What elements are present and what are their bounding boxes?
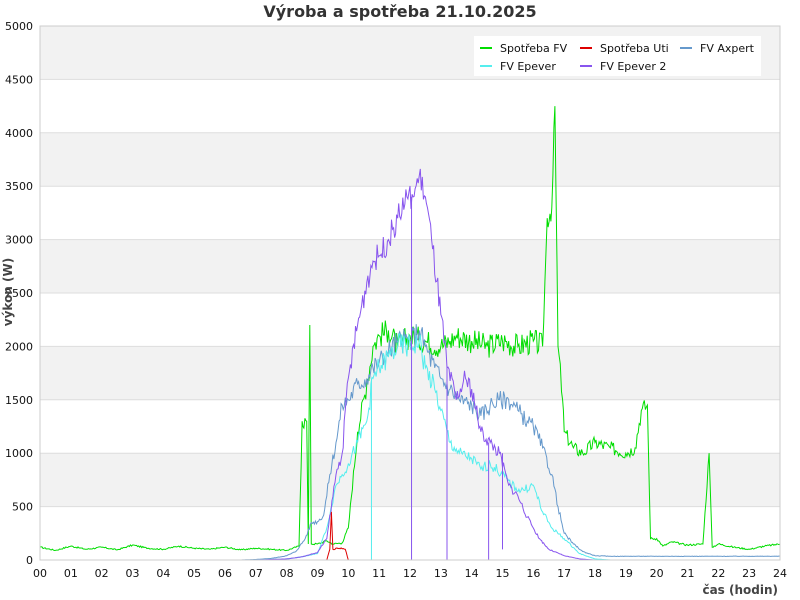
x-tick-label: 15 (496, 567, 510, 580)
x-tick-label: 00 (33, 567, 47, 580)
y-tick-label: 2500 (5, 287, 33, 300)
x-axis-title: čas (hodin) (702, 583, 778, 597)
grid-band (40, 399, 780, 454)
x-tick-labels: 00 01 02 03 04 05 06 07 08 09 10 11 12 13 14 15 16 17 18 19… (33, 567, 787, 580)
y-tick-label: 5000 (5, 20, 33, 33)
chart-title: Výroba a spotřeba 21.10.2025 (263, 2, 536, 21)
x-tick-label: 05 (187, 567, 201, 580)
legend-box (474, 36, 761, 76)
y-tick-label: 3500 (5, 180, 33, 193)
y-tick-label: 4000 (5, 127, 33, 140)
x-tick-label: 16 (526, 567, 540, 580)
x-tick-label: 06 (218, 567, 232, 580)
x-tick-label: 07 (249, 567, 263, 580)
y-tick-label: 2000 (5, 340, 33, 353)
legend-label: FV Epever (500, 60, 556, 73)
x-tick-label: 04 (156, 567, 170, 580)
grid-band (40, 506, 780, 560)
plot-frame (39, 25, 781, 561)
grid-band (40, 132, 780, 187)
y-tick-label: 0 (26, 554, 33, 567)
legend: Spotřeba FV Spotřeba Uti FV Axpert FV Epeve… (474, 36, 761, 76)
x-tick-label: 10 (341, 567, 355, 580)
x-tick-label: 01 (64, 567, 78, 580)
x-tick-label: 11 (372, 567, 386, 580)
y-tick-label: 1500 (5, 394, 33, 407)
grid-band (40, 346, 780, 400)
legend-label: FV Epever 2 (600, 60, 666, 73)
grid-band (40, 453, 780, 507)
series-line-4 (326, 511, 349, 561)
y-axis-title: výkon (W) (1, 258, 15, 326)
x-tick-label: 19 (619, 567, 633, 580)
grid-band (40, 79, 780, 133)
legend-label: Spotřeba FV (500, 42, 568, 55)
y-tick-label: 4500 (5, 73, 33, 86)
y-tick-label: 500 (12, 501, 33, 514)
x-tick-label: 14 (465, 567, 479, 580)
y-tick-label: 3000 (5, 234, 33, 247)
grid-band (40, 293, 780, 347)
legend-label: Spotřeba Uti (600, 42, 669, 55)
y-tick-labels: 0 500 1000 1500 2000 2500 3000 3500 4000 4500 5000 (5, 20, 33, 567)
legend-label: FV Axpert (700, 42, 755, 55)
x-tick-label: 13 (434, 567, 448, 580)
x-tick-label: 24 (773, 567, 787, 580)
x-tick-label: 23 (742, 567, 756, 580)
x-tick-label: 02 (95, 567, 109, 580)
grid-band (40, 239, 780, 293)
x-tick-label: 18 (588, 567, 602, 580)
x-tick-label: 08 (280, 567, 294, 580)
x-tick-label: 12 (403, 567, 417, 580)
x-tick-label: 17 (557, 567, 571, 580)
x-tick-label: 21 (681, 567, 695, 580)
y-tick-label: 1000 (5, 447, 33, 460)
x-tick-label: 20 (650, 567, 664, 580)
x-tick-label: 03 (126, 567, 140, 580)
x-tick-label: 22 (711, 567, 725, 580)
x-tick-label: 09 (311, 567, 325, 580)
